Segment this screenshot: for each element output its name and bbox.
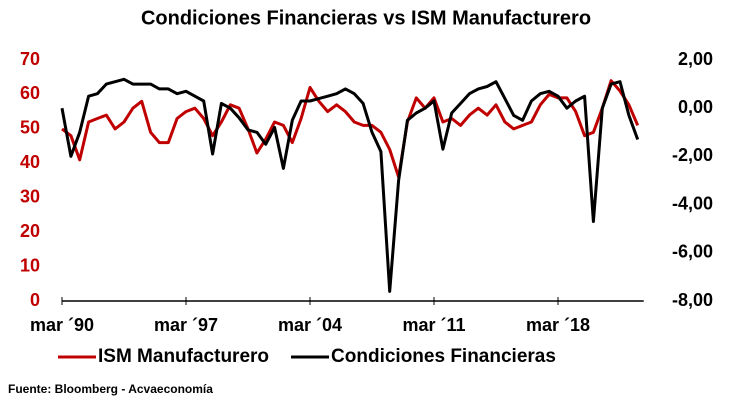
legend-label: ISM Manufacturero	[98, 346, 269, 367]
y-tick-label: 30	[20, 186, 40, 206]
chart-title: Condiciones Financieras vs ISM Manufactu…	[141, 7, 591, 29]
series-line	[60, 77, 640, 293]
y2-tick-label: 2,00	[678, 49, 713, 69]
x-tick-label: mar ´18	[526, 315, 590, 335]
y2-tick-label: -2,00	[672, 145, 713, 165]
x-tick-label: mar ´97	[154, 315, 218, 335]
y-tick-label: 70	[20, 49, 40, 69]
legend-label: Condiciones Financieras	[331, 346, 556, 367]
y2-tick-label: -6,00	[672, 242, 713, 262]
y2-tick-label: -8,00	[672, 290, 713, 310]
y-tick-label: 0	[30, 290, 40, 310]
y-tick-label: 10	[20, 255, 40, 275]
y-tick-label: 40	[20, 152, 40, 172]
y-tick-label: 50	[20, 118, 40, 138]
x-tick-label: mar ´90	[30, 315, 94, 335]
y-tick-label: 60	[20, 83, 40, 103]
x-tick-label: mar ´11	[402, 315, 465, 335]
series-line	[61, 79, 640, 179]
y-tick-label: 20	[20, 221, 40, 241]
x-tick-label: mar ´04	[278, 315, 342, 335]
source: Fuente: Bloomberg - Acvaeconomía	[8, 382, 213, 396]
y2-tick-label: 0,00	[678, 97, 713, 117]
y2-tick-label: -4,00	[672, 193, 713, 213]
